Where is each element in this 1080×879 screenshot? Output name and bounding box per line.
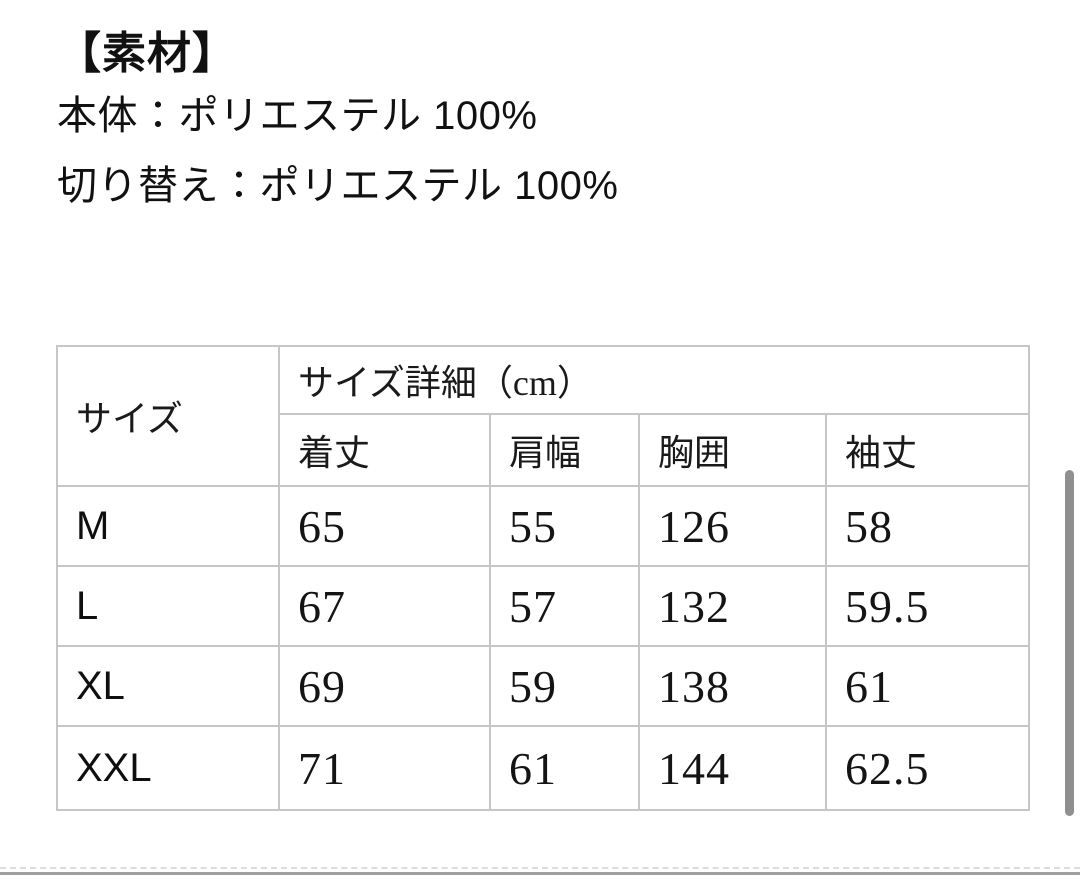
value-chest: 138 xyxy=(638,645,827,727)
column-header-shoulder-width: 肩幅 xyxy=(489,413,640,487)
value-shoulder-width: 59 xyxy=(489,645,640,727)
size-label: M xyxy=(56,485,280,567)
size-chart-table: サイズ サイズ詳細（cm） 着丈 肩幅 胸囲 袖丈 M 65 55 126 58 xyxy=(56,345,1031,811)
material-section-heading: 【素材】 xyxy=(57,29,237,78)
value-body-length: 67 xyxy=(278,565,491,647)
material-panel-line: 切り替え：ポリエステル 100% xyxy=(57,164,619,208)
size-table-subheader-row: 着丈 肩幅 胸囲 袖丈 xyxy=(57,413,1031,487)
table-row-size-xxl: XXL 71 61 144 62.5 xyxy=(56,725,1031,811)
material-body-line: 本体：ポリエステル 100% xyxy=(57,94,538,138)
size-label: XL xyxy=(56,645,280,727)
size-label: L xyxy=(56,565,280,647)
value-shoulder-width: 55 xyxy=(489,485,640,567)
value-sleeve-length: 62.5 xyxy=(824,725,1031,811)
table-row-size-l: L 67 57 132 59.5 xyxy=(56,565,1031,647)
value-chest: 132 xyxy=(638,565,827,647)
value-shoulder-width: 61 xyxy=(489,725,640,811)
table-row-size-xl: XL 69 59 138 61 xyxy=(56,645,1031,727)
column-header-chest: 胸囲 xyxy=(638,413,827,487)
table-row-size-m: M 65 55 126 58 xyxy=(56,485,1031,567)
value-chest: 126 xyxy=(638,485,827,567)
column-header-body-length: 着丈 xyxy=(278,413,491,487)
vertical-scrollbar-thumb[interactable] xyxy=(1065,470,1074,816)
value-sleeve-length: 61 xyxy=(824,645,1031,727)
value-sleeve-length: 58 xyxy=(824,485,1031,567)
value-shoulder-width: 57 xyxy=(489,565,640,647)
value-body-length: 65 xyxy=(278,485,491,567)
column-header-sleeve-length: 袖丈 xyxy=(824,413,1031,487)
bottom-section-divider xyxy=(0,872,1080,875)
material-section: 【素材】 本体：ポリエステル 100% 切り替え：ポリエステル 100% xyxy=(57,26,1080,221)
size-column-corner-header: サイズ xyxy=(56,345,280,487)
bottom-dashed-divider xyxy=(0,867,1080,869)
size-table-group-header-row: サイズ サイズ詳細（cm） xyxy=(56,345,1031,487)
value-body-length: 69 xyxy=(278,645,491,727)
value-sleeve-length: 59.5 xyxy=(824,565,1031,647)
value-chest: 144 xyxy=(638,725,827,811)
size-label: XXL xyxy=(56,725,280,811)
value-body-length: 71 xyxy=(278,725,491,811)
size-table-body: M 65 55 126 58 L 67 57 132 59.5 XL 69 59 xyxy=(56,485,1031,811)
size-detail-group-header: サイズ詳細（cm） xyxy=(277,345,1031,415)
product-detail-content: 【素材】 本体：ポリエステル 100% 切り替え：ポリエステル 100% サイズ… xyxy=(56,26,1080,811)
